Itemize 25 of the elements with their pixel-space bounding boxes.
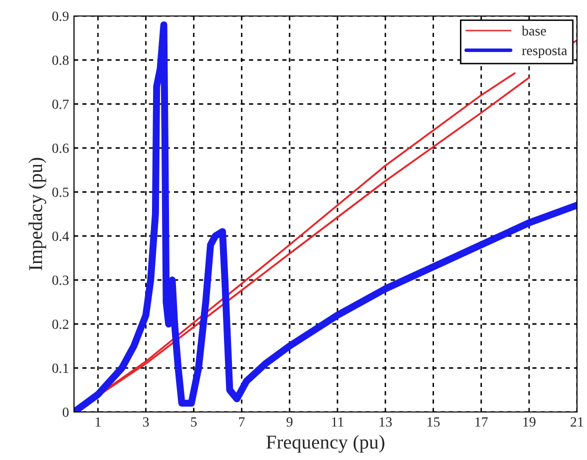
y-tick-label: 0.2 (52, 320, 68, 330)
x-tick-label: 13 (380, 417, 392, 427)
y-tick-label: 0.4 (52, 232, 69, 242)
legend-label: resposta (522, 47, 568, 58)
y-tick-label: 0.5 (52, 188, 69, 198)
x-tick-label: 3 (143, 417, 149, 427)
y-tick-label: 0 (62, 408, 69, 417)
x-tick-label: 17 (475, 417, 488, 426)
y-tick-label: 0.9 (52, 12, 69, 22)
y-axis-title: Impedacy (pu) (28, 158, 46, 270)
x-tick-label: 21 (570, 417, 584, 426)
x-tick-label: 15 (428, 417, 440, 427)
legend-label: base (522, 26, 546, 36)
y-tick-label: 0.7 (52, 100, 69, 110)
x-tick-label: 7 (239, 417, 245, 426)
y-tick-label: 0.8 (52, 56, 69, 66)
x-tick-label: 19 (523, 417, 536, 427)
x-tick-label: 11 (332, 417, 344, 426)
y-tick-label: 0.1 (52, 364, 68, 374)
x-tick-label: 5 (191, 417, 197, 427)
x-axis-title: Frequency (pu) (266, 435, 384, 453)
y-tick-label: 0.3 (52, 276, 69, 286)
x-tick-label: 9 (286, 417, 292, 427)
x-tick-label: 1 (96, 417, 101, 426)
y-tick-label: 0.6 (52, 144, 69, 154)
